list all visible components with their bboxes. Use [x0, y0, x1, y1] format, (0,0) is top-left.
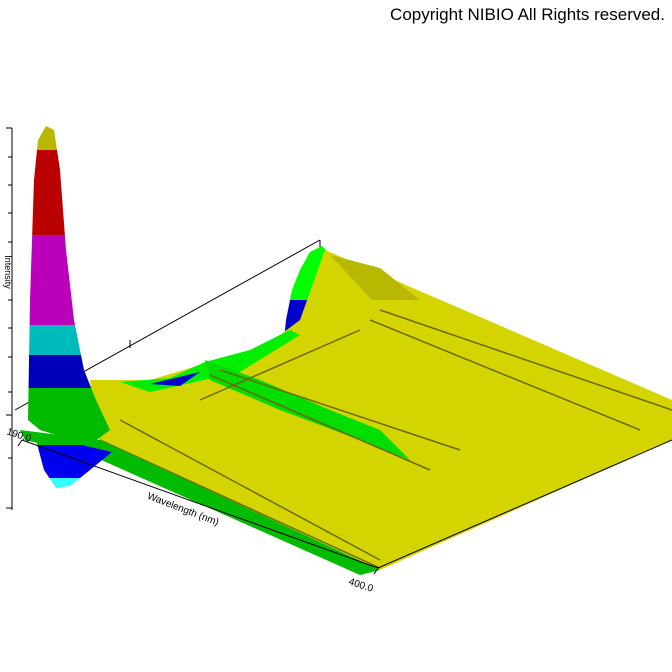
surface-band — [150, 372, 200, 386]
x-tick — [373, 567, 379, 575]
z-axis-label: Intensity — [3, 255, 13, 289]
z-axis — [6, 127, 13, 510]
surface-band — [120, 330, 300, 392]
floor-edge — [377, 439, 672, 569]
x-tick-label: 190.0 — [5, 427, 33, 445]
surface — [90, 250, 672, 570]
x-tick-label: 400.0 — [347, 577, 375, 595]
x-axis — [21, 439, 379, 569]
x-tick — [17, 439, 23, 447]
surface-band — [205, 360, 410, 460]
surface-streaks — [99, 309, 672, 569]
copyright: Copyright NIBIO All Rights reserved. — [390, 5, 665, 24]
surface-band — [330, 255, 420, 300]
surface-band — [20, 430, 380, 575]
